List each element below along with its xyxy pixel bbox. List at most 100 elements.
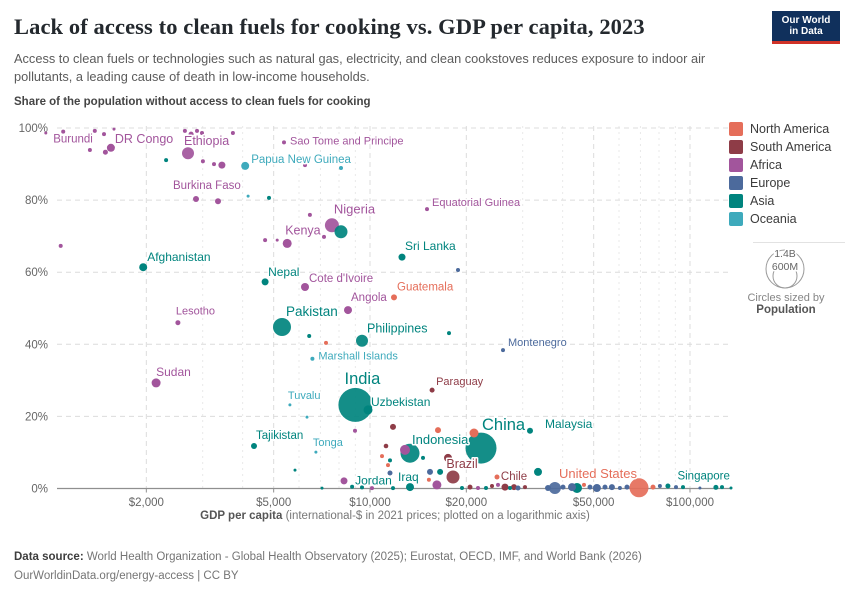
country-bubble[interactable] — [456, 268, 460, 272]
country-bubble-brazil[interactable] — [446, 470, 460, 484]
country-bubble-india[interactable] — [338, 387, 373, 422]
country-bubble-afghanistan[interactable] — [139, 263, 148, 272]
country-bubble[interactable] — [391, 486, 395, 491]
owid-logo[interactable]: Our World in Data — [772, 11, 840, 44]
country-bubble-jordan[interactable] — [350, 484, 355, 489]
country-bubble[interactable] — [674, 485, 678, 490]
country-bubble-pakistan[interactable] — [273, 318, 291, 336]
country-bubble[interactable] — [324, 340, 328, 345]
country-bubble[interactable] — [681, 485, 685, 490]
country-bubble-dr-congo[interactable] — [106, 143, 115, 152]
country-bubble[interactable] — [476, 486, 480, 490]
country-bubble[interactable] — [515, 485, 521, 491]
country-bubble[interactable] — [427, 468, 433, 475]
country-bubble-sudan[interactable] — [151, 378, 161, 388]
country-bubble-uzbekistan[interactable] — [363, 405, 373, 415]
country-bubble[interactable] — [218, 161, 226, 169]
country-bubble[interactable] — [548, 482, 561, 494]
country-bubble-marshall-islands[interactable] — [310, 356, 315, 361]
country-bubble[interactable] — [720, 485, 724, 490]
country-bubble[interactable] — [263, 238, 268, 243]
country-bubble[interactable] — [400, 444, 410, 455]
country-bubble-philippines[interactable] — [356, 334, 368, 347]
country-bubble[interactable] — [58, 243, 63, 248]
country-bubble[interactable] — [698, 486, 702, 490]
country-bubble[interactable] — [496, 482, 500, 487]
country-bubble[interactable] — [587, 484, 593, 490]
country-bubble-china[interactable] — [465, 432, 497, 464]
country-bubble[interactable] — [650, 484, 656, 490]
country-bubble[interactable] — [545, 485, 551, 491]
country-bubble-iraq[interactable] — [406, 483, 414, 492]
country-bubble[interactable] — [435, 427, 441, 434]
country-bubble-chile[interactable] — [511, 484, 517, 491]
country-bubble[interactable] — [501, 483, 509, 491]
country-bubble[interactable] — [353, 428, 357, 433]
country-bubble[interactable] — [164, 158, 169, 163]
country-bubble-ethiopia[interactable] — [182, 147, 194, 160]
country-bubble[interactable] — [307, 212, 312, 217]
country-bubble-montenegro[interactable] — [501, 348, 505, 353]
country-bubble[interactable] — [484, 486, 488, 490]
country-bubble[interactable] — [534, 467, 542, 476]
country-bubble[interactable] — [200, 159, 205, 164]
country-bubble[interactable] — [360, 485, 364, 490]
country-bubble-kenya[interactable] — [282, 238, 292, 248]
country-bubble[interactable] — [387, 470, 393, 476]
country-bubble[interactable] — [602, 484, 608, 490]
country-bubble[interactable] — [390, 423, 396, 430]
country-bubble[interactable] — [307, 334, 312, 338]
country-bubble[interactable] — [469, 428, 479, 438]
country-bubble-equatorial-guinea[interactable] — [425, 207, 429, 212]
country-bubble[interactable] — [188, 131, 194, 137]
country-bubble[interactable] — [87, 148, 92, 152]
legend-item-south-america[interactable]: South America — [729, 140, 831, 154]
country-bubble-tonga[interactable] — [314, 450, 318, 454]
country-bubble-sri-lanka[interactable] — [398, 253, 406, 261]
country-bubble[interactable] — [212, 162, 216, 167]
legend-item-asia[interactable]: Asia — [729, 194, 831, 208]
country-bubble-burkina-faso[interactable] — [193, 196, 199, 202]
country-bubble[interactable] — [386, 463, 390, 468]
country-bubble[interactable] — [421, 455, 425, 460]
country-bubble[interactable] — [729, 486, 733, 490]
country-bubble[interactable] — [383, 443, 389, 449]
country-bubble[interactable] — [568, 483, 576, 492]
country-bubble[interactable] — [182, 128, 187, 133]
country-bubble[interactable] — [624, 484, 630, 490]
country-bubble[interactable] — [215, 198, 221, 205]
country-bubble[interactable] — [320, 486, 324, 490]
country-bubble[interactable] — [467, 484, 473, 490]
country-bubble-lesotho[interactable] — [175, 320, 181, 326]
country-bubble[interactable] — [388, 458, 392, 463]
country-bubble-malaysia[interactable] — [527, 427, 533, 434]
country-bubble-burundi[interactable] — [61, 129, 66, 134]
country-bubble[interactable] — [230, 131, 235, 135]
country-bubble[interactable] — [44, 131, 48, 135]
country-bubble-guatemala[interactable] — [391, 294, 397, 301]
country-bubble[interactable] — [508, 486, 512, 490]
country-bubble[interactable] — [560, 484, 566, 490]
country-bubble[interactable] — [334, 225, 348, 239]
country-bubble[interactable] — [322, 234, 326, 239]
country-bubble-tajikistan[interactable] — [251, 443, 257, 449]
country-bubble[interactable] — [617, 486, 622, 490]
country-bubble[interactable] — [293, 468, 297, 472]
country-bubble[interactable] — [380, 454, 384, 459]
legend-item-oceania[interactable]: Oceania — [729, 212, 831, 226]
country-bubble[interactable] — [444, 453, 452, 462]
country-bubble[interactable] — [305, 415, 309, 419]
country-bubble[interactable] — [460, 486, 464, 490]
country-bubble[interactable] — [657, 484, 662, 488]
country-bubble[interactable] — [447, 331, 451, 336]
country-bubble[interactable] — [275, 238, 279, 242]
country-bubble-united-states[interactable] — [629, 478, 649, 498]
country-bubble[interactable] — [490, 484, 494, 488]
country-bubble[interactable] — [523, 485, 527, 490]
country-bubble[interactable] — [665, 483, 671, 489]
country-bubble-nepal[interactable] — [261, 278, 269, 286]
country-bubble[interactable] — [582, 482, 586, 487]
country-bubble[interactable] — [339, 166, 343, 170]
country-bubble-papua-new-guinea[interactable] — [241, 161, 250, 170]
country-bubble[interactable] — [592, 484, 601, 492]
